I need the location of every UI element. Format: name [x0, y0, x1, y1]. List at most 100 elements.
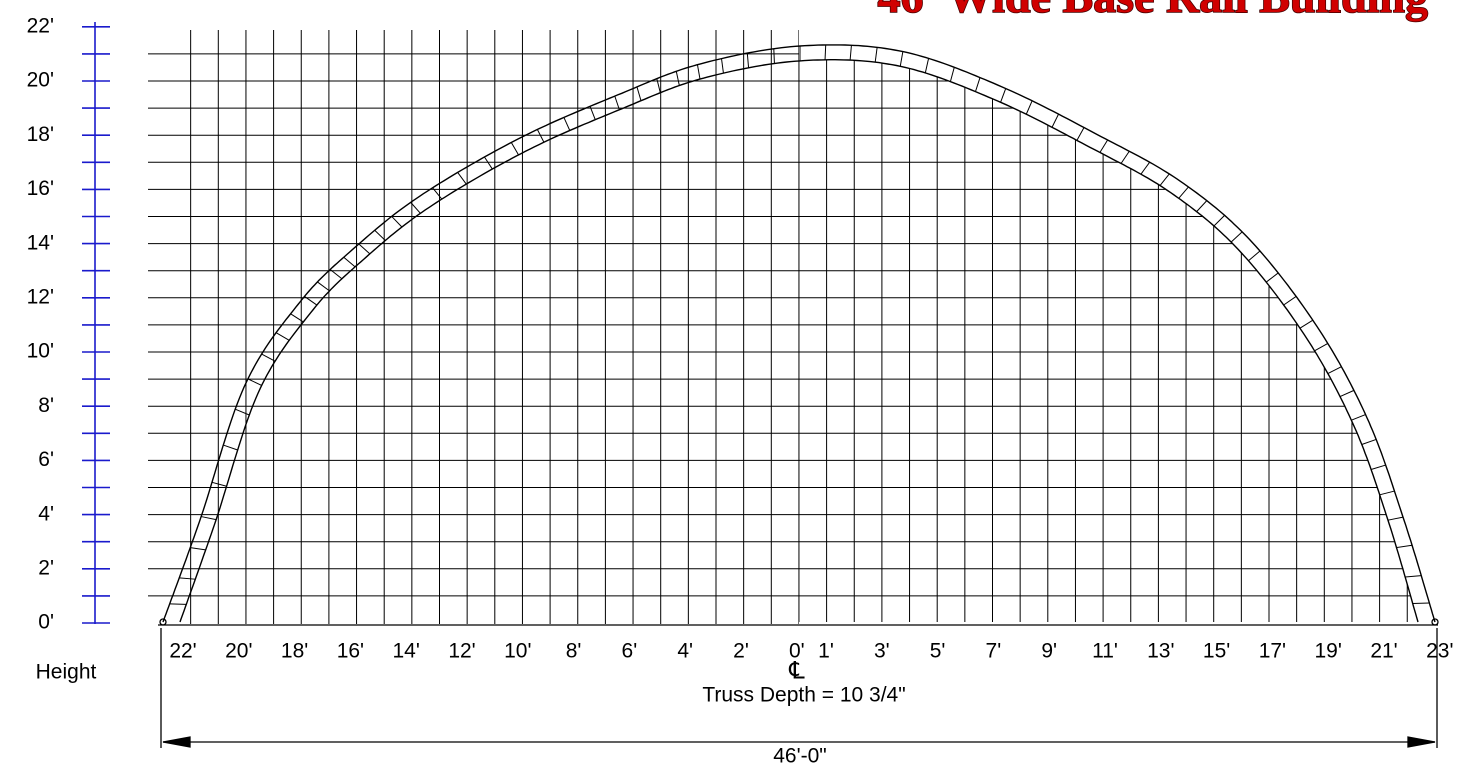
- width-label: 8': [566, 640, 582, 663]
- truss-rung: [746, 53, 750, 68]
- truss-rung: [290, 313, 304, 323]
- truss-rung: [1213, 214, 1225, 227]
- truss-rung: [1327, 366, 1342, 375]
- width-label: 7': [986, 640, 1002, 663]
- truss-rung: [317, 281, 330, 292]
- height-scale: [82, 22, 110, 624]
- truss-rung: [1314, 343, 1329, 352]
- width-label: 17': [1259, 640, 1286, 663]
- truss-rung: [1000, 88, 1007, 103]
- height-label: 14': [27, 231, 54, 254]
- width-label: 21': [1370, 640, 1397, 663]
- truss-rung: [721, 58, 724, 74]
- truss-rung: [275, 332, 290, 341]
- height-label: 18': [27, 123, 54, 146]
- truss-rung: [235, 408, 250, 416]
- width-label: 16': [337, 640, 364, 663]
- truss-rung: [1361, 438, 1377, 445]
- width-label: 12': [448, 640, 475, 663]
- width-label: 23': [1426, 640, 1453, 663]
- truss-rung: [432, 187, 443, 200]
- truss-rung: [1339, 389, 1355, 398]
- truss-rung: [1396, 544, 1413, 549]
- truss-rung: [169, 603, 187, 605]
- height-label: 20': [27, 69, 54, 92]
- truss-rung: [589, 106, 596, 120]
- truss-rung: [1025, 100, 1033, 115]
- truss-rung: [1379, 490, 1395, 496]
- truss-rung: [329, 269, 343, 280]
- truss-rung: [1405, 575, 1422, 578]
- height-label: 16': [27, 177, 54, 200]
- width-label: 0': [789, 640, 805, 663]
- width-label: 1': [818, 640, 834, 663]
- width-label: 6': [622, 640, 638, 663]
- truss-rung: [1265, 272, 1279, 283]
- truss-rung: [484, 156, 493, 170]
- width-label: 10': [504, 640, 531, 663]
- truss-rung: [563, 117, 571, 131]
- width-label: 3': [874, 640, 890, 663]
- height-label: 12': [27, 286, 54, 309]
- truss-rung: [1248, 250, 1261, 262]
- truss-rung: [410, 202, 421, 214]
- truss-rung: [1299, 319, 1314, 329]
- width-label: 2': [733, 640, 749, 663]
- truss-rung: [261, 353, 276, 362]
- truss-rung: [358, 243, 371, 255]
- truss-rung: [1196, 200, 1208, 212]
- truss-rung: [1387, 516, 1404, 521]
- truss-rung: [1351, 414, 1366, 421]
- base-pin: [159, 618, 167, 626]
- truss-rung: [1140, 161, 1151, 175]
- centerline-symbol: ℄: [788, 657, 805, 684]
- width-label: 15': [1203, 640, 1230, 663]
- width-label: 20': [225, 640, 252, 663]
- truss-rung: [696, 64, 701, 80]
- truss-rung: [636, 86, 642, 101]
- truss-rung: [457, 172, 467, 185]
- width-label: 18': [281, 640, 308, 663]
- width-label: 11': [1092, 640, 1118, 663]
- truss-rung: [1159, 173, 1170, 186]
- truss-rung: [1230, 231, 1243, 243]
- truss-rung: [1178, 186, 1189, 199]
- title: 46' Wide Base Rail Building: [878, 0, 1428, 22]
- truss-rung: [536, 129, 545, 143]
- truss-rung: [1051, 113, 1059, 128]
- truss-rung: [675, 71, 680, 86]
- arch-truss: [162, 44, 1436, 623]
- truss-rung: [899, 51, 904, 67]
- truss-rung: [824, 44, 827, 60]
- truss-rung: [656, 78, 661, 93]
- width-label: 14': [393, 640, 420, 663]
- base-pin: [1431, 618, 1439, 626]
- truss-rung: [510, 142, 519, 156]
- truss-rung: [974, 77, 981, 92]
- grid: [148, 30, 1418, 624]
- height-label: 4': [38, 502, 54, 525]
- truss-rung: [1120, 150, 1130, 164]
- width-label: 4': [677, 640, 693, 663]
- truss-rung: [614, 95, 620, 110]
- truss-rung: [924, 58, 930, 74]
- truss-rung: [211, 481, 227, 487]
- truss-rung: [223, 444, 238, 451]
- width-label: 13': [1147, 640, 1174, 663]
- width-label: 19': [1315, 640, 1342, 663]
- truss-rung: [391, 216, 403, 228]
- truss-rung: [874, 47, 878, 63]
- dimension-lines: [158, 618, 1439, 748]
- truss-rung: [1076, 127, 1085, 141]
- truss-rung: [1283, 296, 1297, 306]
- width-label: 22': [169, 640, 196, 663]
- width-dimension: 46'-0": [773, 745, 827, 766]
- truss-rung: [849, 45, 852, 61]
- truss-rung: [201, 516, 217, 521]
- height-label: 0': [38, 611, 54, 634]
- truss-rung: [1370, 464, 1386, 470]
- truss-depth: Truss Depth = 10 3/4": [702, 684, 905, 707]
- truss-rung: [247, 378, 262, 386]
- axis-name: Height: [36, 661, 97, 684]
